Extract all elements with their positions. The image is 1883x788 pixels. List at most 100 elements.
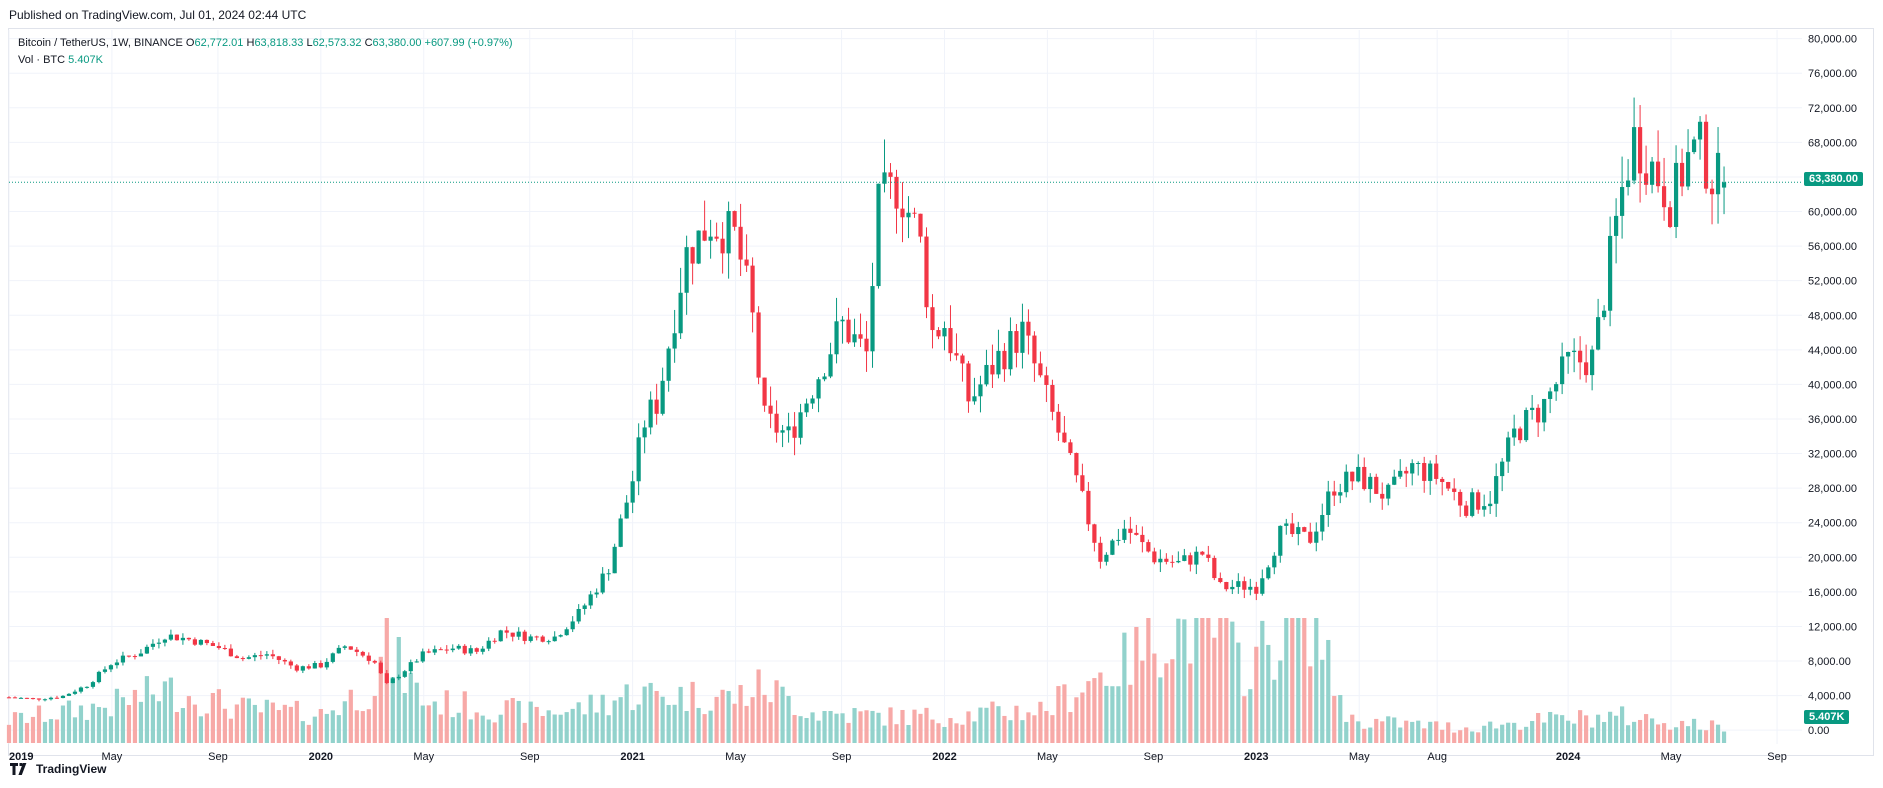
candle-body (522, 631, 527, 641)
candle-body (798, 412, 803, 438)
volume-bar (1260, 620, 1265, 743)
candle-body (810, 398, 815, 404)
volume-bar (1572, 723, 1577, 743)
volume-bar (1500, 724, 1505, 743)
candle-body (1092, 524, 1097, 543)
volume-bar (1637, 719, 1643, 743)
volume-bar (354, 710, 359, 743)
candle-body (936, 330, 941, 337)
candle-body (1416, 462, 1421, 464)
volume-bar (1578, 710, 1583, 743)
candle-body (1236, 581, 1241, 587)
candle-body (1182, 555, 1187, 561)
candle-body (294, 665, 299, 671)
volume-bar (534, 706, 539, 743)
candle-body (36, 698, 42, 700)
y-tick-label: 8,000.00 (1808, 656, 1851, 668)
volume-bar (120, 697, 126, 743)
legend-close-label: C (364, 37, 373, 49)
volume-bar (402, 692, 407, 743)
volume-bar (1356, 721, 1361, 743)
candle-body (1044, 375, 1049, 385)
volume-bar (1476, 732, 1481, 743)
volume-bar (642, 686, 647, 743)
volume-bar (444, 690, 449, 743)
candle-body (1667, 207, 1673, 227)
volume-bar (690, 681, 695, 743)
volume-bar (1164, 663, 1169, 743)
candle-body (138, 653, 144, 657)
volume-bar (522, 722, 527, 743)
candle-body (270, 654, 275, 657)
volume-bar (894, 724, 899, 743)
volume-bar (1062, 684, 1067, 743)
volume-bar (1416, 720, 1421, 743)
candle-body (534, 636, 539, 638)
candle-body (402, 671, 407, 677)
volume-bar (1667, 729, 1673, 743)
volume-bar (1116, 686, 1121, 743)
candle-body (1002, 350, 1007, 370)
volume-bar (198, 716, 203, 743)
volume-bar (1422, 728, 1427, 743)
volume-bar (180, 708, 186, 743)
candle-body (192, 639, 197, 645)
candle-body (162, 639, 168, 643)
candle-body (1308, 531, 1313, 543)
candle-body (1494, 476, 1499, 504)
candle-body (1625, 180, 1631, 188)
volume-bar (150, 694, 156, 743)
volume-bar (582, 714, 587, 743)
candle-body (1691, 139, 1697, 153)
candle-body (1206, 554, 1211, 558)
volume-bar (1278, 660, 1283, 743)
candle-body (906, 212, 911, 218)
volume-bar (1566, 720, 1571, 743)
volume-bar (1038, 701, 1043, 743)
volume-bar (1655, 724, 1661, 743)
candle-body (1050, 384, 1055, 412)
candle-body (1098, 542, 1103, 562)
volume-bar (1554, 714, 1559, 743)
volume-bar (1715, 724, 1721, 743)
x-tick-label: May (725, 751, 746, 763)
candle-body (126, 655, 132, 657)
volume-bar (906, 725, 911, 743)
volume-bar (1649, 718, 1655, 743)
candle-body (108, 665, 114, 670)
footer-logo[interactable]: TradingView (10, 762, 106, 776)
candle-body (882, 172, 887, 184)
candle-body (1620, 187, 1625, 216)
volume-bar (1464, 727, 1469, 743)
volume-bar (714, 696, 719, 743)
legend-low-label: L (306, 37, 313, 49)
candle-body (114, 662, 120, 666)
volume-bar (414, 682, 419, 743)
volume-bar (126, 705, 132, 743)
candle-body (426, 651, 431, 653)
volume-bar (1709, 720, 1715, 743)
volume-bar (942, 726, 947, 743)
volume-bar (1266, 644, 1271, 743)
candle-body (1140, 534, 1145, 543)
candle-body (60, 695, 66, 699)
volume-bar (768, 702, 773, 743)
volume-bar (1206, 618, 1211, 743)
last-price-badge: 63,380.00 (1804, 172, 1863, 186)
candle-body (1596, 317, 1601, 350)
candle-body (1290, 523, 1295, 535)
candle-body (1548, 391, 1553, 399)
candle-body (366, 655, 371, 661)
volume-bar (102, 707, 108, 743)
volume-bar (810, 712, 815, 743)
candle-body (54, 697, 60, 699)
candle-body (558, 635, 563, 637)
volume-bar (318, 709, 323, 743)
volume-bar (1631, 721, 1637, 743)
candle-body (474, 648, 479, 652)
volume-bar (1104, 685, 1109, 743)
volume-bar (1068, 712, 1073, 743)
candle-body (1434, 463, 1439, 479)
candle-body (582, 605, 587, 609)
